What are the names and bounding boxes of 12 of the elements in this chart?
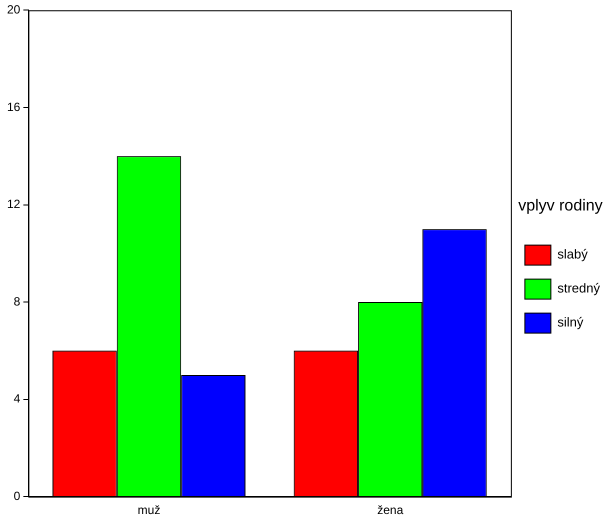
x-tick-label: žena	[377, 503, 404, 518]
legend-label: silný	[557, 314, 584, 330]
legend-label: stredný	[557, 280, 600, 296]
legend-title: vplyv rodiny	[518, 197, 603, 214]
y-tick-label: 16	[6, 100, 21, 114]
y-tick-label: 8	[14, 294, 21, 308]
y-tick-label: 12	[6, 197, 21, 212]
y-tick-label: 20	[6, 2, 21, 17]
y-tick-label: 4	[14, 392, 21, 406]
legend-label: slabý	[557, 246, 588, 262]
x-tick-label: muž	[138, 503, 160, 518]
y-tick-label: 0	[14, 488, 21, 503]
